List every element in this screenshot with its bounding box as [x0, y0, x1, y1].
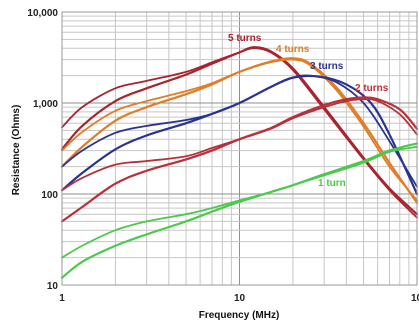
y-tick-label: 1,000: [33, 99, 58, 110]
series-line-2-turns-2: [60, 96, 419, 223]
plot-frame: [61, 11, 418, 286]
series-line-1-turn-2: [60, 142, 419, 279]
grid-lines: [62, 12, 417, 285]
series-line-3-turns-2: [60, 74, 419, 196]
y-tick-label: 100: [41, 190, 58, 201]
x-tick-label: 100: [411, 293, 419, 304]
y-axis-label: Resistance (Ohms): [11, 105, 22, 196]
series-layer: [60, 46, 419, 279]
series-line-4-turns-2: [60, 57, 419, 204]
x-tick-label: 10: [234, 293, 246, 304]
x-tick-label: 1: [59, 293, 65, 304]
series-line-5-turns-2: [60, 46, 419, 216]
series-line-1-turn-1: [61, 145, 418, 259]
y-tick-label: 10,000: [27, 8, 58, 19]
x-axis-label: Frequency (MHz): [199, 310, 280, 321]
series-label-2-turns: 2 turns: [355, 83, 389, 94]
series-label-4-turns: 4 turns: [276, 44, 310, 55]
series-label-5-turns: 5 turns: [228, 33, 262, 44]
series-label-3-turns: 3 turns: [310, 61, 344, 72]
y-tick-label: 10: [47, 281, 59, 292]
series-label-1-turn: 1 turn: [318, 178, 346, 189]
